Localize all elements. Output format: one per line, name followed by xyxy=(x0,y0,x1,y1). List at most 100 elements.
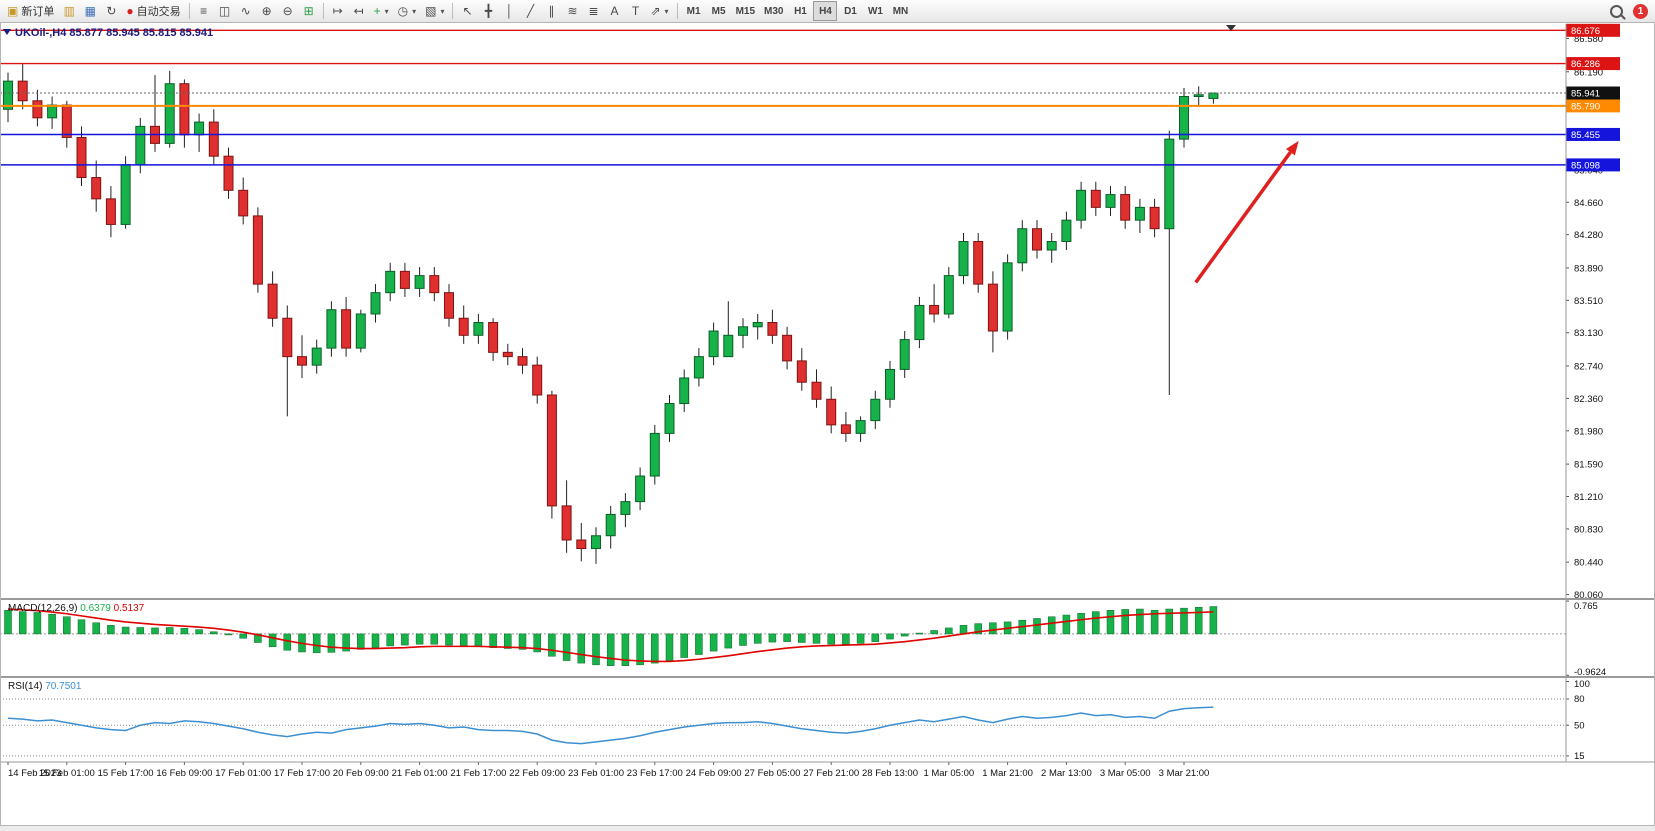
macd-histogram-bar xyxy=(577,633,586,664)
timeframe-m30-button[interactable]: M30 xyxy=(760,1,787,21)
periods-button[interactable]: ◷ ▾ xyxy=(394,1,421,21)
new-chart-icon: + xyxy=(373,4,381,18)
chevron-down-icon: ▾ xyxy=(384,6,389,16)
crosshair-tool-button[interactable]: ╋ xyxy=(478,1,498,21)
candle-body xyxy=(929,304,940,315)
candle-body xyxy=(17,80,28,102)
trendline-tool-button[interactable]: ╱ xyxy=(520,1,540,21)
timeframe-w1-button[interactable]: W1 xyxy=(863,1,887,21)
candle-body xyxy=(591,535,601,550)
tile-windows-icon: ⊞ xyxy=(303,4,314,18)
text-label-tool-button[interactable]: T xyxy=(625,1,645,21)
macd-histogram-bar xyxy=(856,633,865,644)
macd-histogram-bar xyxy=(4,610,12,635)
price-axis[interactable]: 86.58086.19085.80085.42085.04084.66084.2… xyxy=(1566,34,1603,601)
timeframe-h1-button[interactable]: H1 xyxy=(788,1,812,21)
svg-text:86.580: 86.580 xyxy=(1574,34,1603,45)
template-icon: ▧ xyxy=(425,4,437,18)
macd-histogram-bar xyxy=(107,625,115,635)
candle-body xyxy=(738,326,748,336)
fibonacci-tool-button[interactable]: ≋ xyxy=(562,1,582,21)
line-chart-button[interactable]: ∿ xyxy=(236,1,256,21)
timeframe-m1-button[interactable]: M1 xyxy=(682,1,706,21)
macd-histogram-bar xyxy=(548,633,556,657)
price-tag xyxy=(1566,127,1620,141)
macd-histogram-bar xyxy=(709,633,718,652)
candlesticks xyxy=(3,64,1219,564)
toolbar-separator xyxy=(676,3,678,19)
candle-body xyxy=(635,475,646,503)
timeframe-m15-button[interactable]: M15 xyxy=(732,1,759,21)
candle-body xyxy=(796,360,807,383)
templates-button[interactable]: ▧ ▾ xyxy=(421,1,448,21)
candle-body xyxy=(179,83,190,136)
macd-histogram-bar xyxy=(312,633,321,654)
panel-separator[interactable] xyxy=(0,676,1655,678)
vertical-line-tool-button[interactable]: │ xyxy=(499,1,519,21)
search-button[interactable] xyxy=(1606,1,1627,21)
trendline-icon: ╱ xyxy=(526,4,535,18)
autotrading-button[interactable]: ● 自动交易 xyxy=(122,1,184,21)
macd-histogram-bar xyxy=(268,633,277,648)
svg-text:-0.9624: -0.9624 xyxy=(1574,667,1606,678)
candle-body xyxy=(502,351,513,358)
candle-body xyxy=(561,505,572,541)
zoom-in-button[interactable]: ⊕ xyxy=(257,1,277,21)
objects-list-button[interactable]: ≣ xyxy=(583,1,603,21)
macd-histogram-bar xyxy=(121,626,130,635)
macd-histogram-bar xyxy=(533,633,541,653)
macd-histogram-bar xyxy=(195,629,203,635)
trend-arrow-annotation[interactable] xyxy=(1194,140,1299,284)
candle-body xyxy=(605,513,616,537)
chevron-down-icon: ▾ xyxy=(664,6,669,16)
macd-histogram-bar xyxy=(665,633,674,661)
candle-body xyxy=(1105,194,1116,208)
macd-histogram-bar xyxy=(974,623,982,635)
profiles-button[interactable]: ▦ xyxy=(80,1,100,21)
price-tag xyxy=(1566,158,1620,172)
chart-shift-marker[interactable] xyxy=(1226,25,1236,31)
notification-badge[interactable]: 1 xyxy=(1633,3,1648,19)
macd-histogram-bar xyxy=(900,633,909,637)
chart-canvas[interactable]: 86.58086.19085.80085.42085.04084.66084.2… xyxy=(0,22,1655,826)
timeframe-h4-button[interactable]: H4 xyxy=(813,1,838,21)
candle-body xyxy=(3,80,13,110)
macd-histogram-bar xyxy=(415,633,424,645)
timeframe-mn-button[interactable]: MN xyxy=(888,1,912,21)
candle-body xyxy=(914,304,925,341)
zoom-out-button[interactable]: ⊖ xyxy=(278,1,298,21)
channel-tool-button[interactable]: ∥ xyxy=(541,1,561,21)
panel-separator[interactable] xyxy=(0,598,1655,600)
svg-text:82.360: 82.360 xyxy=(1574,394,1603,405)
candle-body xyxy=(1017,228,1028,264)
candlestick-chart-button[interactable]: ◫ xyxy=(215,1,235,21)
price-tag xyxy=(1566,86,1620,100)
macd-histogram-bar xyxy=(592,633,600,666)
candle-body xyxy=(1002,262,1013,332)
svg-text:82.740: 82.740 xyxy=(1574,362,1603,373)
new-chart-button[interactable]: + ▾ xyxy=(370,1,393,21)
arrows-tool-button[interactable]: ⇗ ▾ xyxy=(646,1,672,21)
candle-body xyxy=(885,368,895,400)
text-tool-button[interactable]: A xyxy=(604,1,624,21)
timeframe-d1-button[interactable]: D1 xyxy=(838,1,862,21)
svg-text:14 Feb 2023: 14 Feb 2023 xyxy=(8,768,61,779)
macd-histogram-bar xyxy=(1077,613,1085,635)
charts-button[interactable]: ▥ xyxy=(59,1,79,21)
timeframe-m5-button[interactable]: M5 xyxy=(707,1,731,21)
macd-histogram-bar xyxy=(1150,610,1159,635)
svg-text:3 Mar 21:00: 3 Mar 21:00 xyxy=(1159,768,1210,779)
svg-text:0.765: 0.765 xyxy=(1574,601,1598,612)
refresh-button[interactable]: ↻ xyxy=(101,1,121,21)
chart-shift-button[interactable]: ↤ xyxy=(349,1,369,21)
bar-chart-button[interactable]: ≡ xyxy=(194,1,214,21)
svg-text:17 Feb 01:00: 17 Feb 01:00 xyxy=(215,768,271,779)
new-order-button[interactable]: ▣ 新订单 xyxy=(3,1,58,21)
tile-windows-button[interactable]: ⊞ xyxy=(299,1,319,21)
candle-body xyxy=(370,292,381,315)
candle-body xyxy=(429,275,440,294)
auto-scroll-button[interactable]: ↦ xyxy=(328,1,348,21)
macd-histogram-bar xyxy=(768,633,777,643)
cursor-tool-button[interactable]: ↖ xyxy=(457,1,477,21)
